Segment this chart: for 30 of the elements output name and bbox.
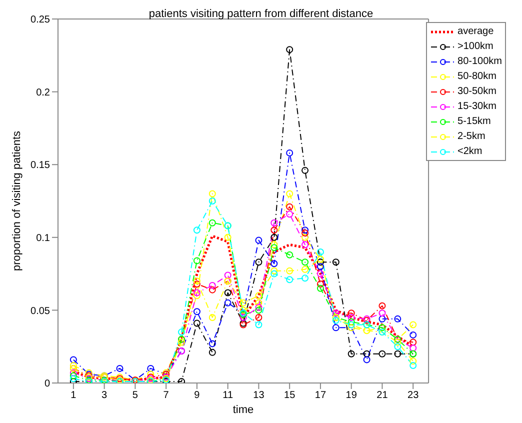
legend-label: 5-15km — [458, 116, 491, 127]
x-tick-label: 7 — [163, 390, 170, 402]
x-tick-label: 3 — [102, 390, 108, 402]
y-tick-label: 0.15 — [30, 160, 50, 172]
legend-label: average — [458, 26, 494, 37]
y-axis-title: proportion of visiting patients — [10, 130, 23, 272]
x-tick-label: 21 — [376, 390, 388, 402]
y-tick-label: 0 — [44, 378, 50, 390]
x-tick-label: 1 — [70, 390, 77, 402]
legend-label: 50-80km — [458, 71, 496, 82]
x-tick-label: 23 — [408, 390, 420, 402]
x-tick-label: 5 — [132, 390, 138, 402]
legend-label: >100km — [458, 41, 494, 52]
y-tick-label: 0.1 — [36, 232, 50, 244]
legend-label: <2km — [458, 146, 482, 157]
y-tick-label: 0.25 — [30, 14, 50, 26]
y-tick-label: 0.2 — [36, 87, 50, 98]
legend-label: 2-5km — [458, 131, 486, 142]
x-tick-label: 9 — [194, 390, 200, 402]
chart-title: patients visiting pattern from different distance — [148, 8, 374, 20]
x-tick-label: 11 — [222, 390, 234, 402]
legend-label: 15-30km — [458, 101, 496, 112]
x-tick-label: 19 — [346, 390, 358, 402]
legend-label: 30-50km — [458, 86, 496, 97]
x-tick-label: 13 — [253, 390, 265, 402]
x-axis-title: time — [232, 404, 254, 416]
legend-label: 80-100km — [458, 56, 502, 67]
y-tick-label: 0.05 — [30, 306, 50, 317]
x-tick-label: 17 — [314, 390, 326, 402]
x-tick-label: 15 — [284, 390, 296, 402]
